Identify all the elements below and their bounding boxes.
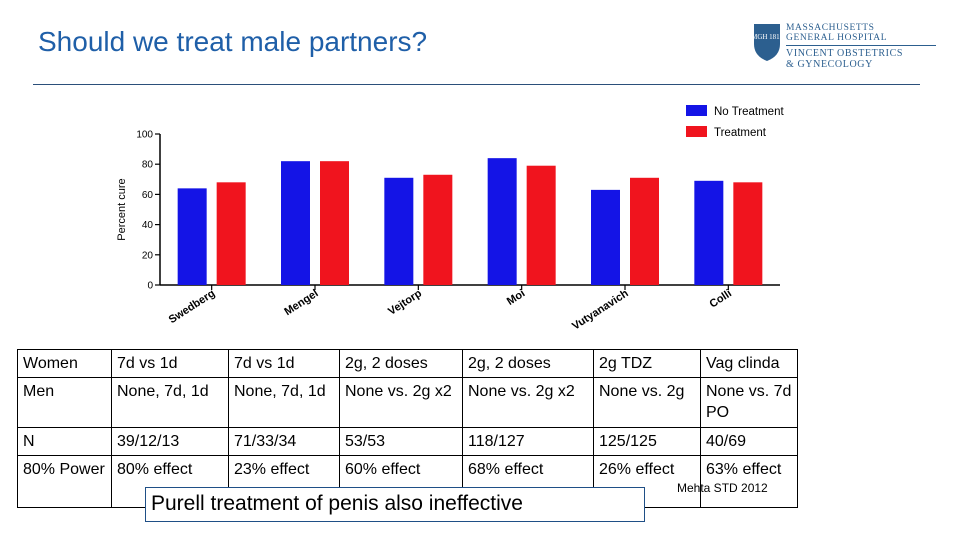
legend-swatch bbox=[686, 105, 707, 116]
study-comparison-table: Women 7d vs 1d 7d vs 1d 2g, 2 doses 2g, … bbox=[17, 349, 798, 508]
legend-label: Treatment bbox=[714, 127, 767, 139]
callout-box: Purell treatment of penis also ineffecti… bbox=[145, 487, 645, 522]
logo-line-4: & GYNECOLOGY bbox=[786, 59, 873, 70]
table-cell: Men bbox=[17, 377, 112, 428]
table-cell: 7d vs 1d bbox=[228, 349, 340, 378]
table-cell: 2g, 2 doses bbox=[462, 349, 594, 378]
table-cell: 2g TDZ bbox=[593, 349, 701, 378]
table-cell: N bbox=[17, 427, 112, 456]
title-divider bbox=[33, 84, 920, 85]
y-tick-label: 0 bbox=[147, 281, 153, 292]
bar-mengel-treatment bbox=[320, 161, 349, 285]
table-cell: 71/33/34 bbox=[228, 427, 340, 456]
table-cell: Vag clinda bbox=[700, 349, 798, 378]
bar-swedberg-no-treatment bbox=[177, 188, 207, 285]
table-cell: 40/69 bbox=[700, 427, 798, 456]
table-cell: None vs. 2g x2 bbox=[339, 377, 463, 428]
table-cell: None, 7d, 1d bbox=[111, 377, 229, 428]
bar-vejtorp-no-treatment bbox=[384, 177, 414, 285]
table-cell: 53/53 bbox=[339, 427, 463, 456]
bar-vejtorp-treatment bbox=[423, 174, 453, 285]
x-tick-label: Swedberg bbox=[167, 287, 218, 326]
table-cell: 2g, 2 doses bbox=[339, 349, 463, 378]
x-tick-label: Vejtorp bbox=[386, 287, 424, 318]
bar-colli-no-treatment bbox=[694, 180, 724, 285]
logo-line-2: GENERAL HOSPITAL bbox=[786, 33, 888, 43]
table-cell: None vs. 2g bbox=[593, 377, 701, 428]
table-cell: 125/125 bbox=[593, 427, 701, 456]
legend-swatch bbox=[686, 126, 707, 137]
x-tick-label: Moi bbox=[505, 287, 527, 307]
table-row-men: Men None, 7d, 1d None, 7d, 1d None vs. 2… bbox=[17, 377, 798, 428]
table-cell: 7d vs 1d bbox=[111, 349, 229, 378]
bar-vutyanavich-no-treatment bbox=[591, 189, 620, 285]
hospital-logo: MGH 1811 MASSACHUSETTS GENERAL HOSPITAL … bbox=[752, 22, 942, 72]
shield-icon: MGH 1811 bbox=[752, 24, 782, 61]
table-cell: 80% Power bbox=[17, 455, 112, 508]
y-tick-label: 20 bbox=[142, 250, 154, 261]
y-axis-label: Percent cure bbox=[116, 178, 128, 240]
table-row-n: N 39/12/13 71/33/34 53/53 118/127 125/12… bbox=[17, 427, 798, 456]
table-cell: None, 7d, 1d bbox=[228, 377, 340, 428]
logo-divider bbox=[786, 45, 936, 46]
bar-vutyanavich-treatment bbox=[630, 177, 659, 285]
logo-line-1: MASSACHUSETTS bbox=[786, 23, 875, 33]
bar-moi-treatment bbox=[526, 165, 556, 285]
bar-mengel-no-treatment bbox=[281, 161, 310, 285]
cure-rate-chart: 0 20 40 60 80 100 Percent cure Swedberg Mengel Ve… bbox=[116, 105, 784, 333]
y-tick-label: 100 bbox=[136, 130, 153, 141]
bar-colli-treatment bbox=[733, 182, 763, 285]
table-cell: 118/127 bbox=[462, 427, 594, 456]
legend-label: No Treatment bbox=[714, 106, 784, 118]
table-cell: None vs. 2g x2 bbox=[462, 377, 594, 428]
page-title: Should we treat male partners? bbox=[38, 26, 428, 57]
x-tick-label: Mengel bbox=[282, 287, 320, 318]
citation: Mehta STD 2012 bbox=[677, 481, 768, 495]
y-tick-label: 40 bbox=[142, 220, 154, 231]
table-cell: 39/12/13 bbox=[111, 427, 229, 456]
logo-line-3: VINCENT OBSTETRICS bbox=[786, 48, 904, 59]
bar-moi-no-treatment bbox=[487, 158, 517, 285]
y-tick-label: 60 bbox=[142, 190, 154, 201]
x-tick-label: Vutyanavich bbox=[570, 287, 631, 332]
table-row-women: Women 7d vs 1d 7d vs 1d 2g, 2 doses 2g, … bbox=[17, 349, 798, 378]
y-tick-label: 80 bbox=[142, 160, 154, 171]
bar-swedberg-treatment bbox=[216, 182, 246, 285]
x-tick-label: Colli bbox=[707, 287, 734, 310]
table-cell: Women bbox=[17, 349, 112, 378]
table-cell: None vs. 7d PO bbox=[700, 377, 798, 428]
table-cell: 63% effect bbox=[700, 455, 798, 508]
shield-text: MGH 1811 bbox=[752, 33, 782, 41]
